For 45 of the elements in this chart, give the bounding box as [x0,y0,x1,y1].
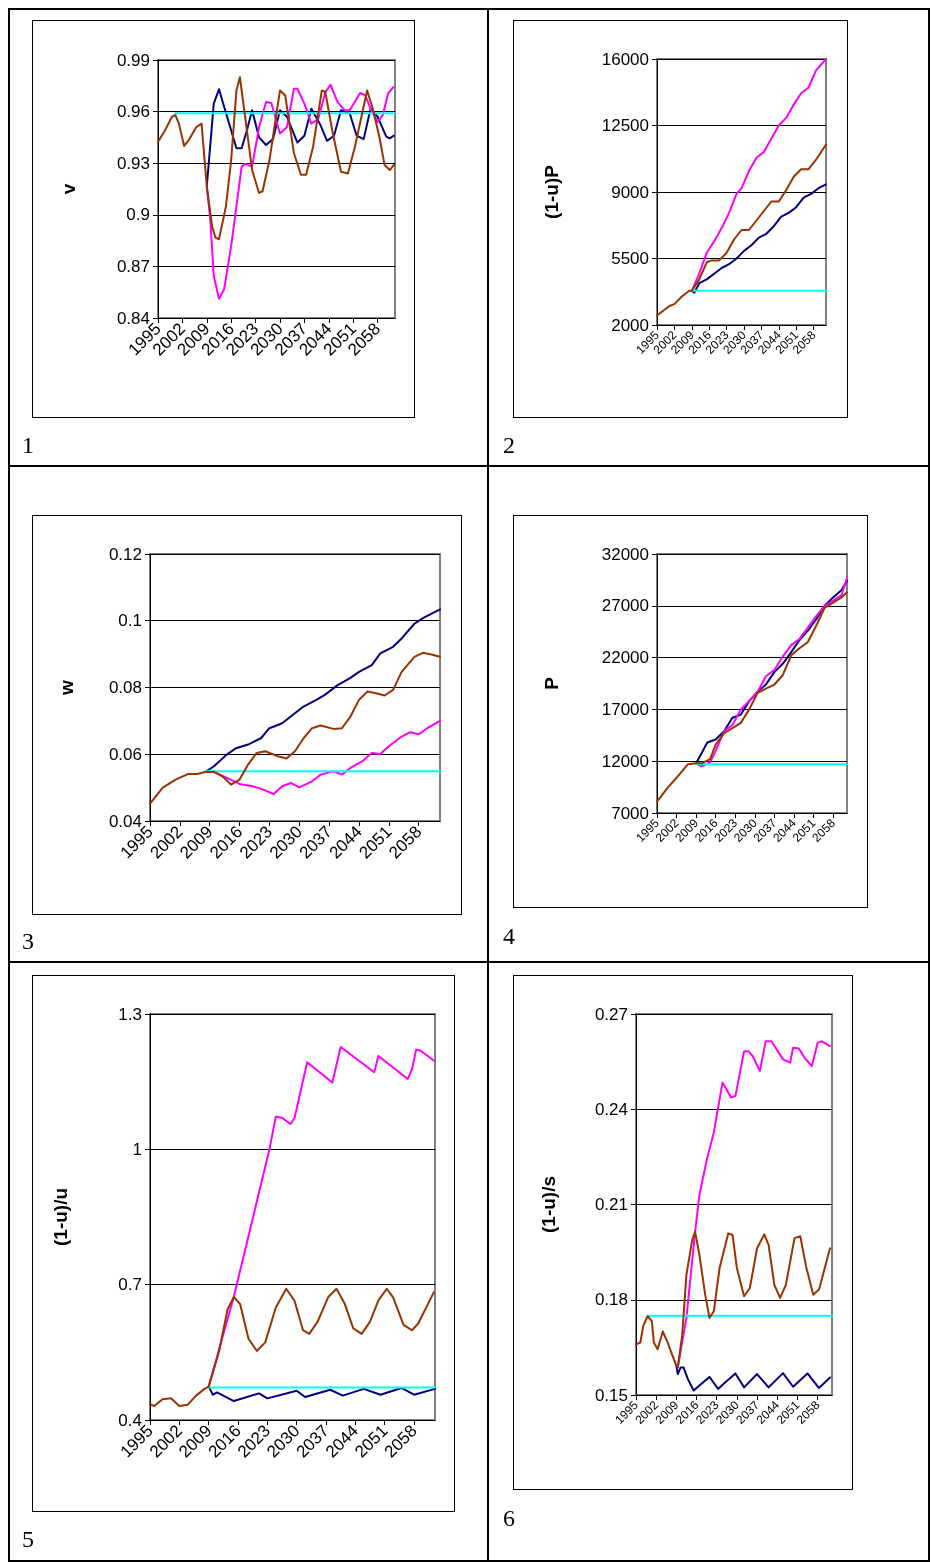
y-tick-label: 0.9 [126,205,150,225]
y-axis-title: (1-u)P [541,164,562,219]
text: 2 [503,432,515,459]
y-tick-label: 22000 [601,648,649,668]
y-tick-label: 0.1 [118,611,142,631]
y-axis-title: (1-u)/s [538,1176,559,1233]
y-tick-label: 0.18 [594,1290,628,1310]
text: 4 [503,923,515,950]
line-series [204,608,441,773]
line-series [675,1364,831,1392]
text: 6 [503,1505,515,1532]
line-series [205,83,395,300]
y-tick-label: 0.24 [594,1099,628,1119]
y-tick-label: 2000 [611,315,649,335]
y-tick-label: 0.08 [108,678,142,697]
y-tick-label: 0.7 [118,1275,142,1295]
text: 5 [22,1526,34,1553]
y-tick-label: 1 [132,1139,142,1159]
y-tick-label: 0.96 [116,102,150,122]
y-tick-label: 0.06 [108,744,142,764]
y-tick-label: 27000 [601,596,649,616]
y-tick-label: 1.3 [118,1004,142,1024]
y-tick-label: 16000 [601,49,649,69]
y-tick-label: 0.21 [594,1195,628,1214]
y-axis-title: w [56,679,77,696]
y-axis-title: v [58,183,79,195]
y-tick-label: 0.99 [116,50,150,70]
y-axis-title: (1-u)/u [50,1187,71,1247]
text: 3 [22,928,34,955]
y-tick-label: 32000 [601,544,649,564]
y-tick-label: 0.15 [594,1385,628,1405]
y-tick-label: 0.87 [116,256,150,276]
line-series [690,183,827,294]
line-series [207,1385,436,1403]
y-tick-label: 9000 [611,182,649,202]
y-tick-label: 0.12 [108,544,142,564]
text: 1 [22,432,34,459]
y-tick-label: 0.27 [594,1004,628,1024]
y-tick-label: 12500 [601,116,649,135]
y-tick-label: 12000 [601,751,649,771]
y-tick-label: 0.93 [116,153,150,173]
y-axis-title: P [541,676,562,690]
y-tick-label: 17000 [601,699,649,719]
y-tick-label: 5500 [611,249,649,268]
y-tick-label: 7000 [611,803,649,823]
